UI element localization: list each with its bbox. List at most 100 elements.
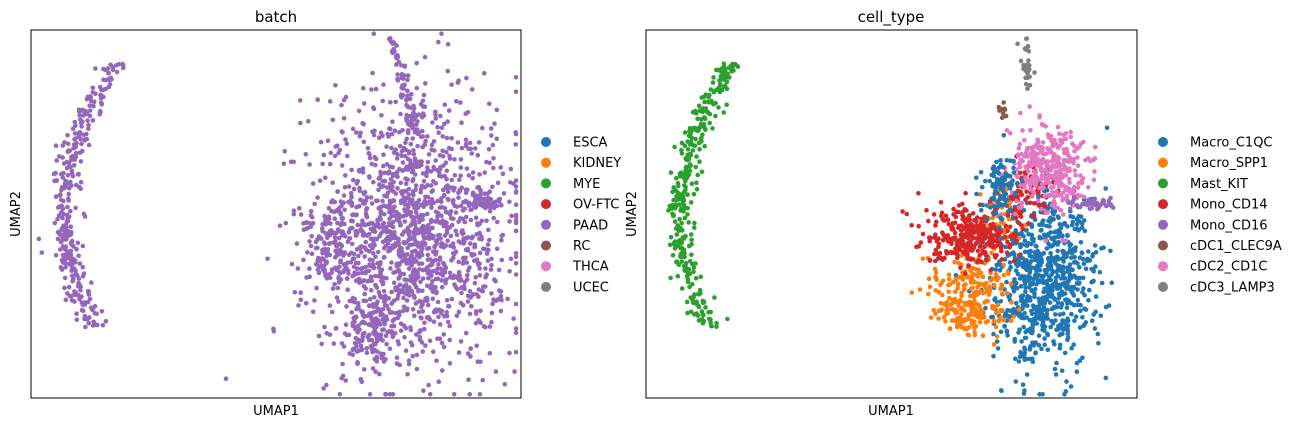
- scatter-point: [387, 346, 393, 352]
- scatter-point: [685, 192, 690, 197]
- scatter-point: [282, 148, 288, 154]
- scatter-point: [1049, 192, 1055, 198]
- scatter-point: [513, 184, 519, 189]
- scatter-point: [1028, 186, 1033, 191]
- scatter-point: [399, 75, 404, 81]
- scatter-point: [474, 343, 480, 349]
- scatter-point: [318, 139, 324, 145]
- scatter-point: [418, 315, 424, 320]
- scatter-point: [1002, 195, 1007, 201]
- scatter-point: [456, 195, 461, 200]
- legend-marker: [1158, 199, 1168, 210]
- scatter-point: [375, 221, 381, 226]
- scatter-point: [982, 178, 988, 184]
- scatter-point: [330, 198, 335, 203]
- scatter-point: [961, 244, 967, 249]
- scatter-point: [1108, 195, 1113, 201]
- scatter-point: [490, 301, 495, 307]
- scatter-point: [721, 110, 727, 115]
- scatter-point: [380, 229, 386, 234]
- scatter-point: [1055, 327, 1060, 332]
- scatter-point: [78, 117, 83, 122]
- scatter-point: [114, 69, 120, 75]
- scatter-point: [398, 111, 403, 117]
- scatter-point: [1018, 209, 1024, 215]
- scatter-point: [1012, 235, 1018, 240]
- scatter-point: [682, 183, 687, 188]
- scatter-point: [493, 369, 499, 374]
- scatter-point: [688, 200, 694, 205]
- scatter-point: [708, 309, 713, 315]
- scatter-point: [1000, 188, 1006, 194]
- scatter-point: [447, 361, 453, 366]
- scatter-point: [54, 158, 59, 163]
- scatter-point: [1022, 170, 1027, 175]
- scatter-point: [309, 233, 315, 239]
- scatter-point: [77, 112, 82, 118]
- scatter-point: [356, 271, 362, 276]
- scatter-point: [448, 243, 453, 249]
- scatter-point: [1055, 300, 1061, 306]
- scatter-point: [999, 282, 1004, 288]
- scatter-point: [335, 189, 341, 194]
- scatter-point: [1069, 222, 1075, 228]
- scatter-point: [692, 292, 697, 297]
- scatter-point: [452, 251, 457, 257]
- scatter-point: [403, 348, 409, 354]
- scatter-point: [469, 207, 474, 212]
- scatter-point: [369, 244, 375, 250]
- scatter-point: [1079, 225, 1085, 230]
- scatter-point: [505, 296, 510, 302]
- scatter-point: [1013, 356, 1018, 362]
- scatter-point: [964, 224, 970, 229]
- scatter-point: [359, 379, 365, 385]
- scatter-point: [344, 304, 349, 309]
- scatter-point: [86, 290, 91, 296]
- scatter-point: [405, 128, 411, 133]
- scatter-point: [714, 321, 719, 326]
- legend-marker: [1158, 240, 1168, 251]
- scatter-point: [1081, 286, 1086, 291]
- scatter-point: [307, 239, 312, 244]
- scatter-point: [364, 195, 370, 200]
- scatter-point: [64, 234, 70, 240]
- scatter-point: [1016, 252, 1022, 258]
- scatter-point: [409, 113, 415, 118]
- scatter-point: [327, 303, 333, 308]
- scatter-point: [996, 318, 1002, 324]
- scatter-point: [1039, 206, 1044, 212]
- scatter-point: [1024, 262, 1029, 268]
- scatter-point: [1024, 189, 1029, 194]
- scatter-point: [1004, 318, 1010, 323]
- scatter-point: [360, 265, 365, 271]
- scatter-point: [391, 180, 396, 185]
- scatter-point: [401, 295, 406, 301]
- scatter-point: [388, 177, 394, 182]
- scatter-point: [1092, 326, 1098, 331]
- scatter-point: [498, 293, 504, 299]
- scatter-point: [375, 198, 380, 203]
- scatter-point: [1062, 220, 1068, 226]
- scatter-point: [425, 211, 430, 217]
- scatter-point: [993, 324, 999, 330]
- scatter-point: [1089, 266, 1094, 272]
- scatter-point: [983, 319, 989, 325]
- scatter-point: [955, 255, 960, 261]
- scatter-point: [1057, 312, 1063, 317]
- scatter-point: [1024, 75, 1030, 80]
- scatter-point: [313, 261, 319, 267]
- scatter-point: [972, 306, 978, 312]
- scatter-point: [349, 241, 355, 247]
- scatter-point: [944, 304, 950, 309]
- scatter-point: [468, 346, 473, 352]
- scatter-point: [1075, 192, 1081, 198]
- scatter-point: [681, 198, 687, 203]
- scatter-point: [1036, 316, 1042, 321]
- scatter-point: [395, 186, 400, 191]
- scatter-point: [440, 148, 445, 153]
- scatter-point: [938, 200, 944, 205]
- scatter-point: [484, 251, 490, 256]
- scatter-point: [81, 113, 86, 118]
- scatter-point: [412, 222, 418, 227]
- scatter-point: [339, 243, 345, 249]
